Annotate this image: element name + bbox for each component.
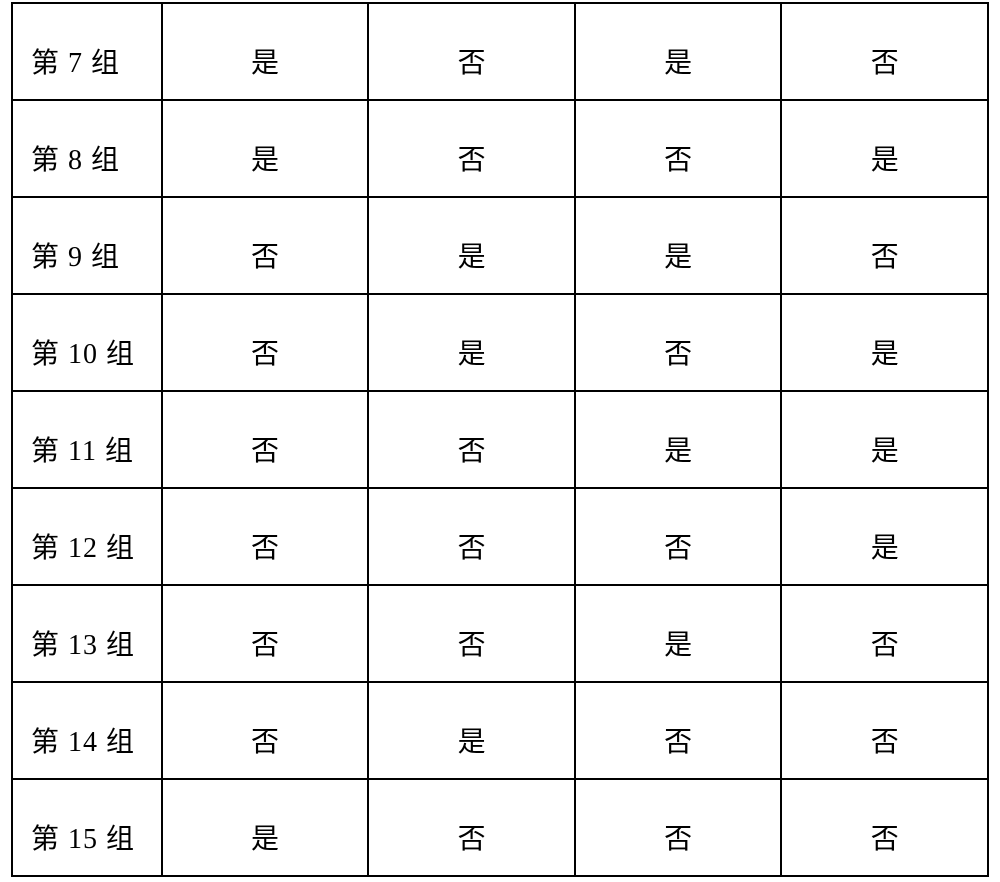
row-label: 第 14 组 bbox=[12, 682, 162, 779]
cell-c4: 否 bbox=[781, 585, 988, 682]
row-label: 第 8 组 bbox=[12, 100, 162, 197]
row-label: 第 15 组 bbox=[12, 779, 162, 876]
cell-c2: 否 bbox=[368, 100, 575, 197]
cell-c3: 否 bbox=[575, 488, 782, 585]
data-table: 第 7 组 是 否 是 否 第 8 组 是 否 否 是 第 9 组 否 是 是 … bbox=[11, 2, 989, 877]
table-body: 第 7 组 是 否 是 否 第 8 组 是 否 否 是 第 9 组 否 是 是 … bbox=[12, 3, 988, 876]
table-row: 第 14 组 否 是 否 否 bbox=[12, 682, 988, 779]
cell-c4: 是 bbox=[781, 294, 988, 391]
cell-c2: 否 bbox=[368, 488, 575, 585]
row-label: 第 10 组 bbox=[12, 294, 162, 391]
cell-c1: 是 bbox=[162, 100, 369, 197]
cell-c4: 否 bbox=[781, 197, 988, 294]
row-label: 第 12 组 bbox=[12, 488, 162, 585]
cell-c2: 是 bbox=[368, 294, 575, 391]
cell-c1: 否 bbox=[162, 585, 369, 682]
cell-c2: 否 bbox=[368, 3, 575, 100]
cell-c2: 否 bbox=[368, 391, 575, 488]
cell-c3: 否 bbox=[575, 294, 782, 391]
cell-c4: 是 bbox=[781, 488, 988, 585]
row-label: 第 13 组 bbox=[12, 585, 162, 682]
table-row: 第 11 组 否 否 是 是 bbox=[12, 391, 988, 488]
table-row: 第 10 组 否 是 否 是 bbox=[12, 294, 988, 391]
cell-c4: 否 bbox=[781, 779, 988, 876]
cell-c2: 否 bbox=[368, 779, 575, 876]
cell-c1: 否 bbox=[162, 391, 369, 488]
cell-c3: 否 bbox=[575, 779, 782, 876]
cell-c1: 否 bbox=[162, 294, 369, 391]
table-row: 第 13 组 否 否 是 否 bbox=[12, 585, 988, 682]
row-label: 第 9 组 bbox=[12, 197, 162, 294]
cell-c4: 是 bbox=[781, 100, 988, 197]
row-label: 第 11 组 bbox=[12, 391, 162, 488]
cell-c2: 是 bbox=[368, 197, 575, 294]
cell-c4: 是 bbox=[781, 391, 988, 488]
cell-c1: 是 bbox=[162, 779, 369, 876]
cell-c3: 否 bbox=[575, 100, 782, 197]
table-row: 第 9 组 否 是 是 否 bbox=[12, 197, 988, 294]
cell-c1: 否 bbox=[162, 197, 369, 294]
cell-c4: 否 bbox=[781, 3, 988, 100]
table-row: 第 7 组 是 否 是 否 bbox=[12, 3, 988, 100]
cell-c3: 是 bbox=[575, 3, 782, 100]
cell-c3: 是 bbox=[575, 391, 782, 488]
cell-c2: 否 bbox=[368, 585, 575, 682]
cell-c3: 否 bbox=[575, 682, 782, 779]
cell-c3: 是 bbox=[575, 197, 782, 294]
table-row: 第 8 组 是 否 否 是 bbox=[12, 100, 988, 197]
cell-c1: 否 bbox=[162, 488, 369, 585]
cell-c1: 否 bbox=[162, 682, 369, 779]
cell-c4: 否 bbox=[781, 682, 988, 779]
cell-c1: 是 bbox=[162, 3, 369, 100]
cell-c2: 是 bbox=[368, 682, 575, 779]
cell-c3: 是 bbox=[575, 585, 782, 682]
table-row: 第 15 组 是 否 否 否 bbox=[12, 779, 988, 876]
table-row: 第 12 组 否 否 否 是 bbox=[12, 488, 988, 585]
row-label: 第 7 组 bbox=[12, 3, 162, 100]
